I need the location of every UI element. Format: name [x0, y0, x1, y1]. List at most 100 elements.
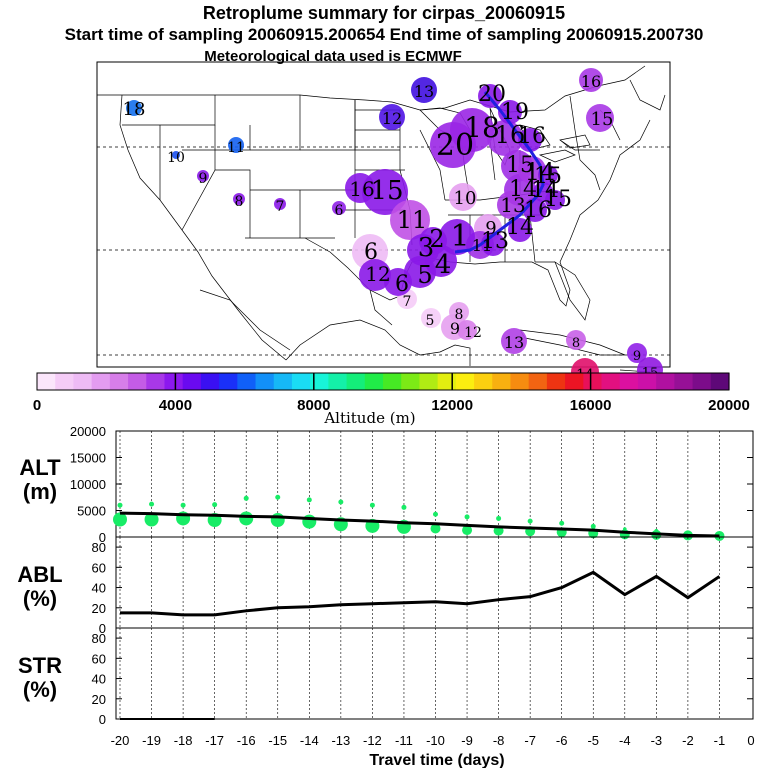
colorbar-cell: [91, 373, 111, 390]
plume-label-11: 11: [227, 140, 245, 156]
colorbar-tick-label: 4000: [159, 397, 192, 414]
colorbar-cell: [492, 373, 512, 390]
alt-upper-point: [149, 501, 155, 507]
x-tick-label: -17: [205, 733, 224, 748]
alt-panel: 0 5000 10000 15000 20000 ALT(m): [19, 424, 754, 545]
colorbar-tick-label: 8000: [297, 397, 330, 414]
colorbar-cell: [565, 373, 584, 390]
x-tick-label: -2: [682, 733, 694, 748]
x-tick-label: -10: [426, 733, 445, 748]
plume-label-13: 13: [414, 82, 434, 101]
y-tick-label: 40: [92, 581, 106, 596]
alt-upper-point: [117, 502, 123, 508]
colorbar-cell: [328, 373, 348, 390]
y-tick-label: 60: [92, 651, 106, 666]
plume-label-12: 12: [464, 325, 482, 341]
plume-label-3: 3: [418, 233, 435, 263]
colorbar-tick-label: 0: [33, 397, 41, 414]
colorbar-cell: [291, 373, 311, 390]
colorbar-cell: [73, 373, 93, 390]
panel-label: STR: [18, 653, 62, 678]
y-tick-label: 20: [92, 601, 106, 616]
x-tick-label: -16: [237, 733, 256, 748]
y-tick-label: 60: [92, 560, 106, 575]
plume-label-2: 2: [429, 225, 444, 253]
plume-circle-12: [359, 259, 391, 291]
altitude-colorbar: 0 4000 8000 12000 16000 20000 Altitude (m): [33, 372, 750, 427]
colorbar-tick-label: 20000: [708, 397, 750, 414]
plume-label-20: 20: [436, 128, 474, 163]
x-tick-label: -18: [174, 733, 193, 748]
colorbar-cell: [546, 373, 566, 390]
str-panel: 0 20 40 60 80 STR(%): [18, 627, 754, 727]
plume-label-16: 16: [524, 198, 552, 223]
panel-unit: (%): [23, 677, 57, 702]
plume-label-13: 13: [500, 193, 525, 217]
plume-circle-5: [421, 308, 441, 328]
alt-upper-point: [527, 518, 533, 524]
panel-frame: [115, 627, 754, 720]
colorbar-cell: [164, 373, 184, 390]
plume-label-1: 1: [450, 219, 469, 254]
abl-panel: 0 20 40 60 80 ABL(%): [17, 536, 754, 636]
colorbar-cell: [692, 373, 712, 390]
plume-label-7: 7: [276, 199, 285, 215]
plume-label-15: 15: [534, 164, 562, 189]
plume-label-15: 15: [591, 109, 614, 130]
y-tick-label: 0: [99, 530, 106, 545]
alt-upper-point: [464, 514, 470, 520]
plume-label-16: 16: [495, 121, 526, 149]
colorbar-cell: [364, 373, 384, 390]
colorbar-cell: [419, 373, 439, 390]
alt-upper-point: [275, 494, 281, 500]
plume-label-13: 13: [481, 229, 509, 254]
colorbar-cell: [237, 373, 257, 390]
plume-label-11: 11: [472, 236, 492, 255]
colorbar-tick-label: 12000: [431, 397, 473, 414]
plume-label-8: 8: [455, 307, 464, 323]
panel-label: ALT: [19, 455, 61, 480]
alt-lower-point: [144, 512, 159, 527]
plume-label-6: 6: [364, 240, 378, 265]
plume-circle-12: [457, 320, 477, 340]
x-tick-label: -14: [300, 733, 319, 748]
plume-circle-13: [497, 191, 525, 219]
colorbar-cell: [401, 373, 421, 390]
x-tick-label: -4: [619, 733, 631, 748]
panel-label: ABL: [17, 562, 62, 587]
plume-label-16: 16: [349, 177, 374, 201]
colorbar-cell: [510, 373, 530, 390]
y-tick-label: 40: [92, 672, 106, 687]
plume-circle-11: [390, 200, 430, 240]
plume-circle-1: [439, 219, 475, 255]
plume-label-14: 14: [525, 158, 556, 186]
plume-label-10: 10: [454, 188, 477, 209]
colorbar-tick-label: 16000: [570, 397, 612, 414]
colorbar-label: Altitude (m): [323, 409, 415, 427]
x-tick-label: -8: [493, 733, 505, 748]
x-tick-label: -9: [461, 733, 473, 748]
chart-title: Retroplume summary for cirpas_20060915: [202, 3, 566, 23]
x-tick-label: -11: [395, 733, 413, 748]
plume-circle-13: [501, 328, 527, 354]
x-axis-label: Travel time (days): [369, 752, 504, 768]
plume-centroid-track: [454, 91, 545, 254]
alt-upper-point: [180, 502, 186, 508]
colorbar-cell: [637, 373, 657, 390]
colorbar-cell: [674, 373, 694, 390]
colorbar-cell: [109, 373, 129, 390]
x-axis: -20 -19 -18 -17 -16 -15 -14 -13 -12 -11 -10 -9 -8 -7-…: [111, 733, 755, 748]
plume-label-15: 15: [544, 187, 572, 212]
y-tick-label: 0: [99, 621, 106, 636]
alt-mean-line: [119, 511, 720, 538]
y-tick-label: 20000: [70, 424, 106, 439]
plume-circles: [126, 68, 663, 386]
sampling-times: Start time of sampling 20060915.200654 E…: [64, 25, 704, 44]
colorbar-cell: [455, 373, 475, 390]
plume-circle-14: [508, 218, 532, 242]
plume-circle-9: [197, 170, 209, 182]
x-tick-label: -20: [111, 733, 130, 748]
y-tick-label: 10000: [70, 477, 106, 492]
colorbar-cell: [619, 373, 639, 390]
